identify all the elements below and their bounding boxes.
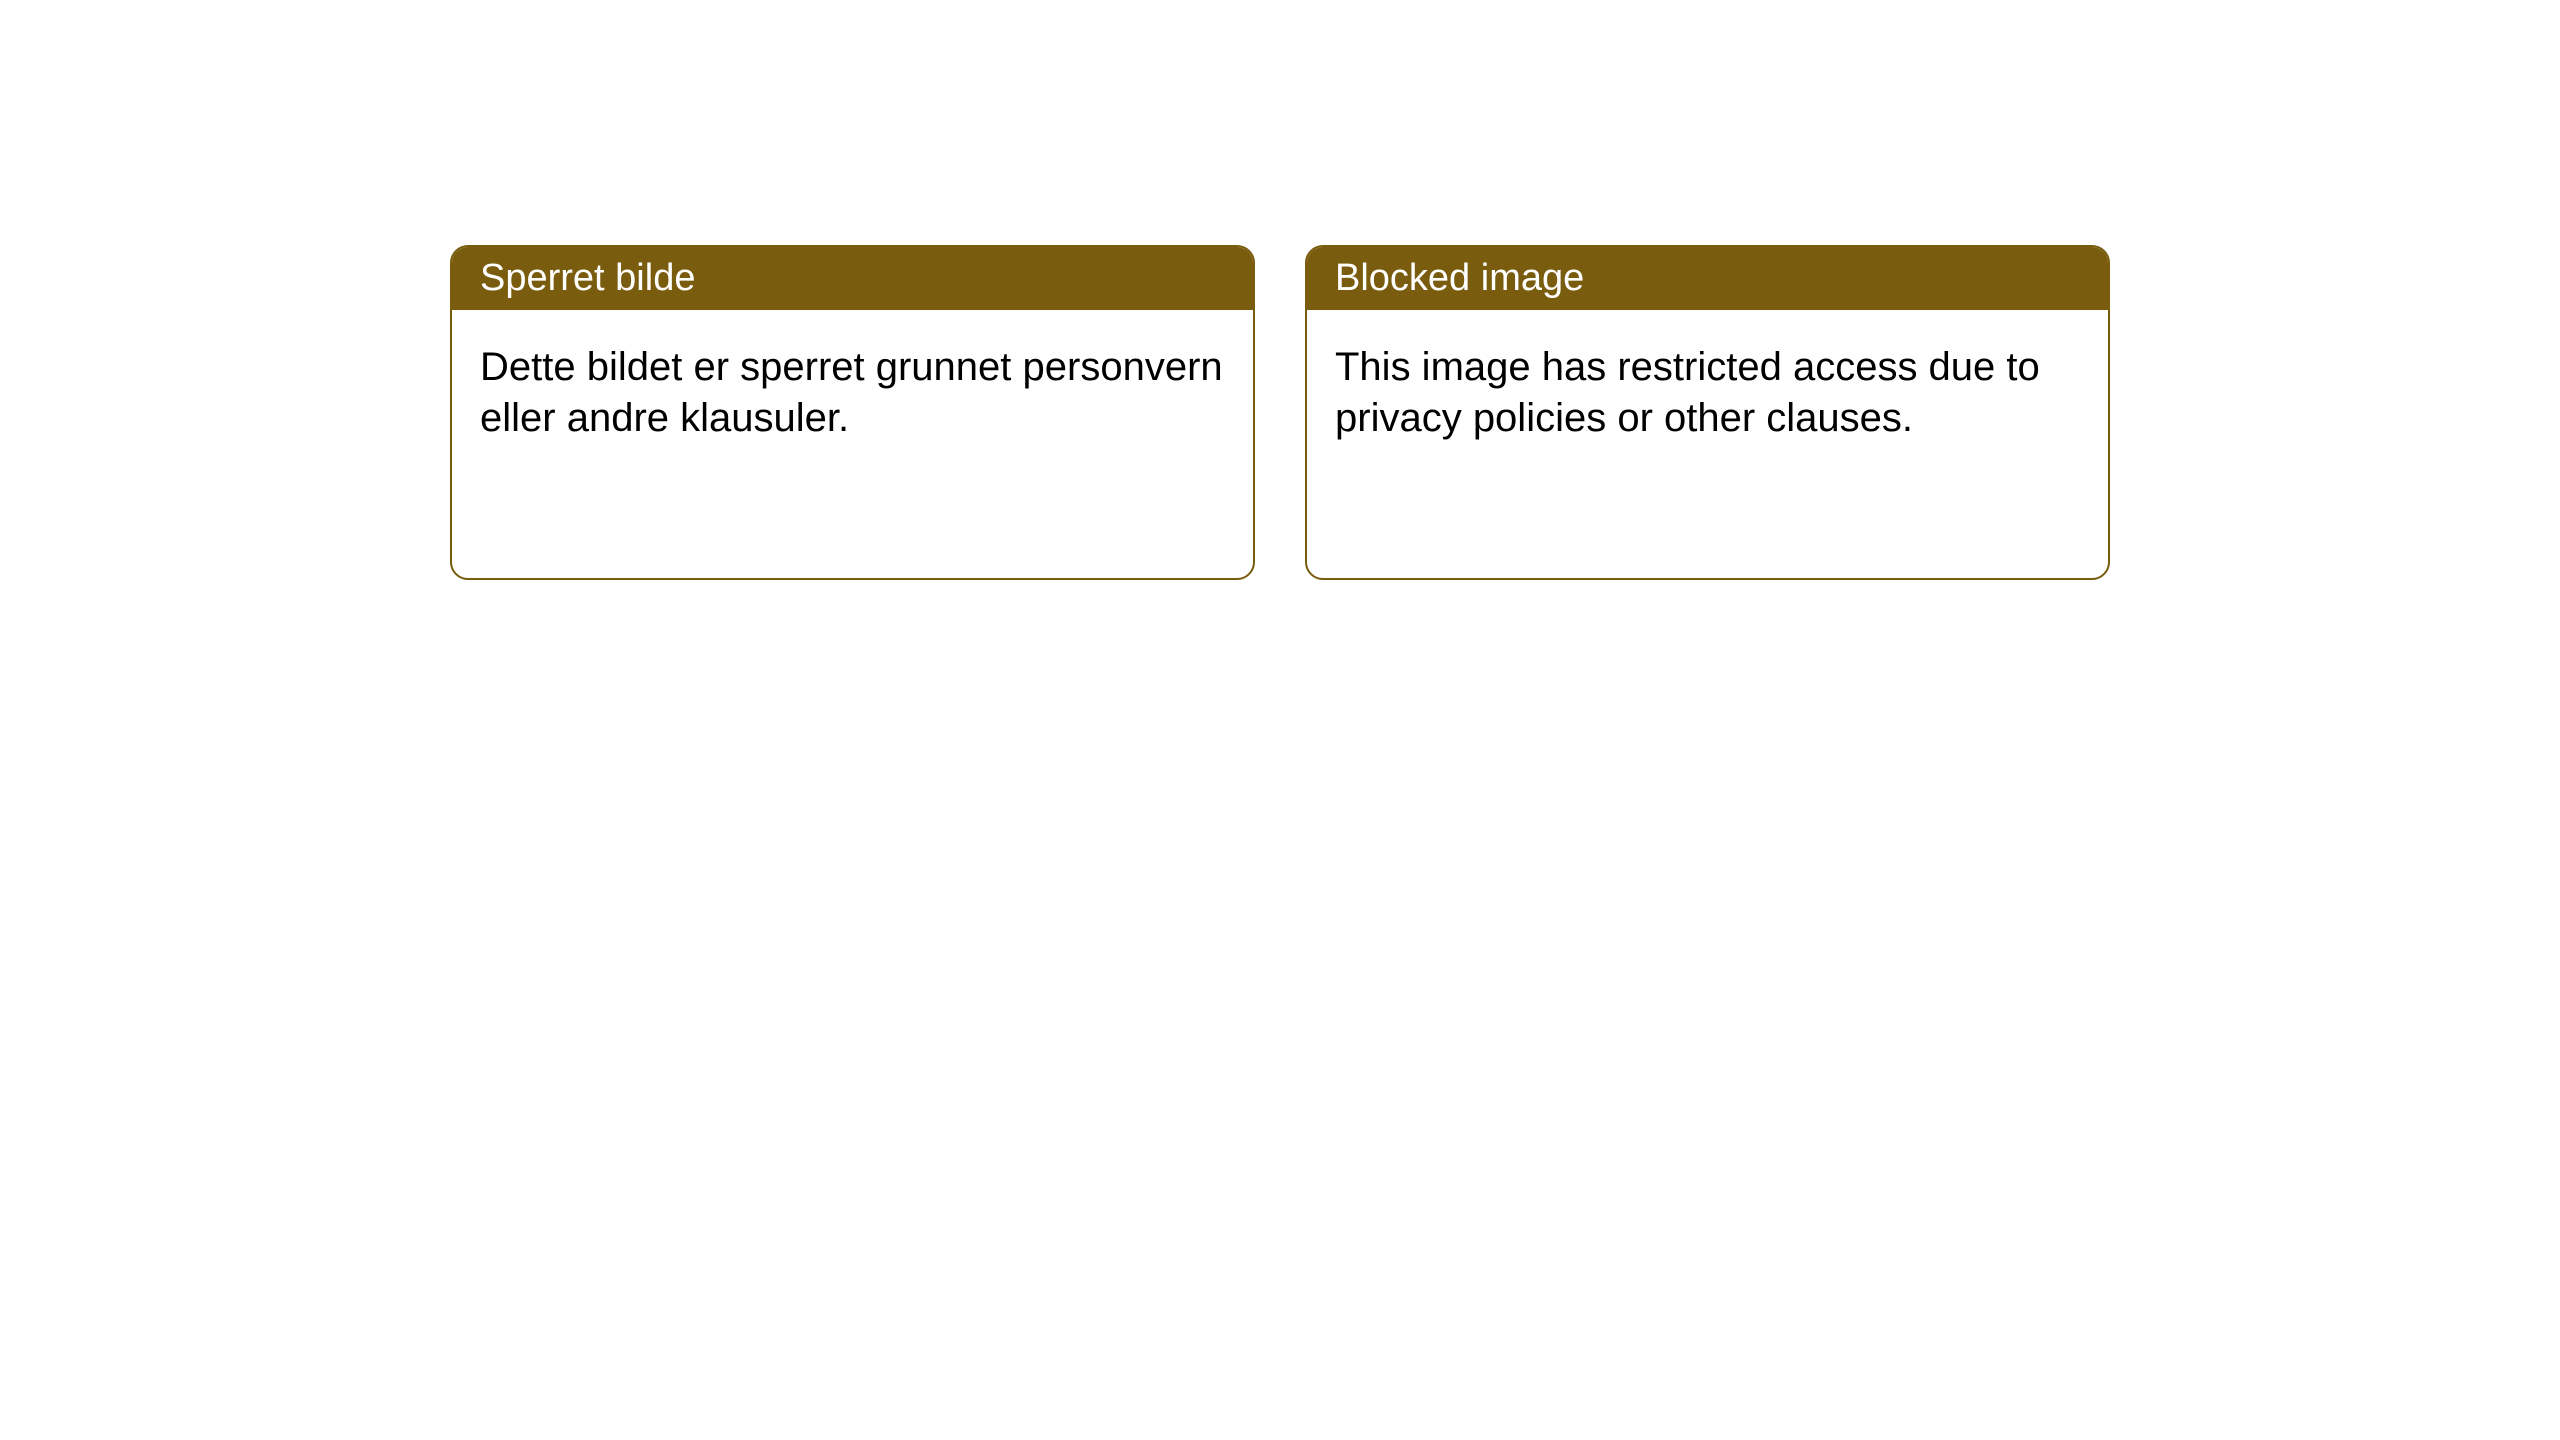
card-body-text: This image has restricted access due to …	[1335, 345, 2040, 440]
card-header: Sperret bilde	[452, 247, 1253, 310]
card-title: Sperret bilde	[480, 257, 695, 299]
notice-cards-container: Sperret bilde Dette bildet er sperret gr…	[450, 245, 2110, 580]
notice-card-english: Blocked image This image has restricted …	[1305, 245, 2110, 580]
notice-card-norwegian: Sperret bilde Dette bildet er sperret gr…	[450, 245, 1255, 580]
card-header: Blocked image	[1307, 247, 2108, 310]
card-body-text: Dette bildet er sperret grunnet personve…	[480, 345, 1223, 440]
card-body: Dette bildet er sperret grunnet personve…	[452, 310, 1253, 476]
card-title: Blocked image	[1335, 257, 1584, 299]
card-body: This image has restricted access due to …	[1307, 310, 2108, 476]
